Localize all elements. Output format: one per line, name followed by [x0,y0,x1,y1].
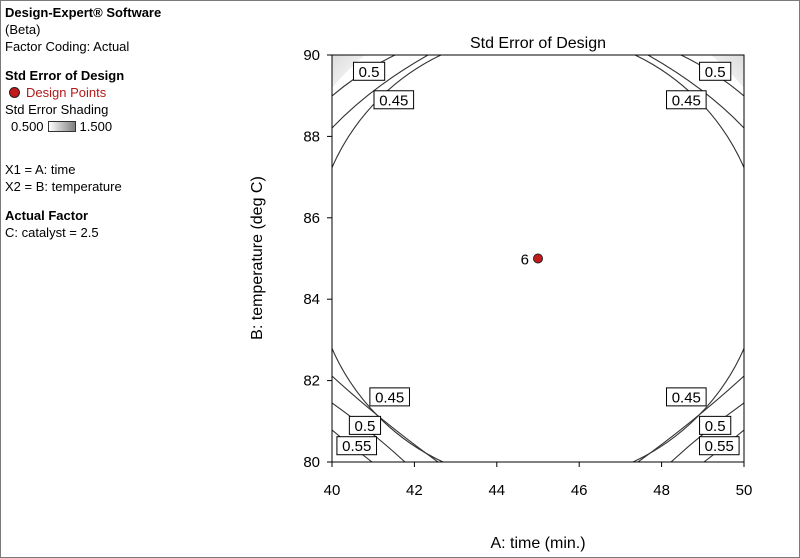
design-points: 6 [521,252,543,269]
contour-label-box [348,415,382,435]
corner-shade-top-right [711,55,744,88]
contour-arc-tr-2 [647,55,744,129]
x-tick-label: 44 [488,482,505,499]
info-panel: Design-Expert® Software (Beta) Factor Co… [5,4,161,241]
contour-label: 0.45 [373,90,415,110]
contour-arc-tl-2 [332,55,429,129]
contour-label-box [373,90,415,110]
x-tick-label: 48 [653,482,670,499]
contour-label: 0.5 [352,61,386,81]
shading-label: Std Error Shading [5,102,109,117]
shading-gradient [47,121,76,132]
actual-factor-value: C: catalyst = 2.5 [5,225,99,240]
contour-label: 0.5 [699,415,732,435]
y-tick-label: 80 [303,454,320,471]
design-points-legend: Design Points [5,84,161,101]
beta-label: (Beta) [5,22,41,37]
x-axis: 40 42 44 46 48 50 [324,462,753,499]
x-tick-label: 40 [324,482,341,499]
contour-label: 0.45 [666,90,707,110]
contour-label-text: 0.55 [342,438,371,455]
contour-label-box [336,436,378,456]
shading-min: 0.500 [11,119,44,134]
x1-definition: X1 = A: time [5,162,76,177]
contour-label: 0.5 [348,415,382,435]
x-tick-label: 46 [571,482,588,499]
y-tick-label: 88 [303,128,320,145]
contour-label: 0.5 [699,61,732,81]
y-tick-label: 86 [303,210,320,227]
contour-label-text: 0.5 [705,418,726,435]
contour-label-text: 0.5 [359,64,380,81]
contour-label-box [369,387,410,407]
y-tick-label: 82 [303,373,320,390]
contour-label-box [352,61,386,81]
y-axis: 80 82 84 86 88 90 [303,47,332,471]
contour-label-text: 0.45 [672,389,701,406]
contour-labels: 0.50.450.50.450.450.50.550.450.50.55 [336,61,740,456]
x2-definition: X2 = B: temperature [5,179,122,194]
shading-legend: 0.500 1.500 [5,118,161,135]
x-tick-label: 42 [406,482,423,499]
contour-label: 0.45 [666,387,707,407]
contour-lines [332,55,744,462]
y-tick-label: 90 [303,47,320,64]
contour-label: 0.55 [698,436,740,456]
plot-area [331,54,745,463]
x-tick-label: 50 [736,482,753,499]
actual-factor-heading: Actual Factor [5,208,89,223]
contour-arc-bl-1 [332,375,439,462]
x-axis-label: A: time (min.) [490,535,585,552]
contour-arc-br-1 [637,375,744,462]
design-point-marker-icon [9,87,20,98]
contour-label-box [666,387,707,407]
contour-label-box [666,90,707,110]
contour-label-box [699,415,732,435]
shading-max: 1.500 [79,119,113,134]
chart-title: Std Error of Design [470,35,606,52]
design-points-label: Design Points [26,85,107,100]
corner-shade-top-left [332,55,365,88]
contour-label-box [699,61,732,81]
contour-label: 0.55 [336,436,378,456]
contour-label-text: 0.45 [379,92,408,109]
y-tick-label: 84 [303,291,320,308]
response-name: Std Error of Design [5,68,125,83]
contour-label-text: 0.5 [705,64,726,81]
design-point [533,253,543,264]
software-name: Design-Expert® Software [5,5,162,20]
y-axis-label: B: temperature (deg C) [249,176,266,340]
contour-label-text: 0.55 [705,438,734,455]
contour-label-text: 0.5 [355,418,376,435]
factor-coding: Factor Coding: Actual [5,39,130,54]
contour-label-text: 0.45 [672,92,701,109]
contour-label-box [698,436,740,456]
contour-label: 0.45 [369,387,410,407]
design-point-label: 6 [521,252,529,269]
contour-label-text: 0.45 [375,389,404,406]
